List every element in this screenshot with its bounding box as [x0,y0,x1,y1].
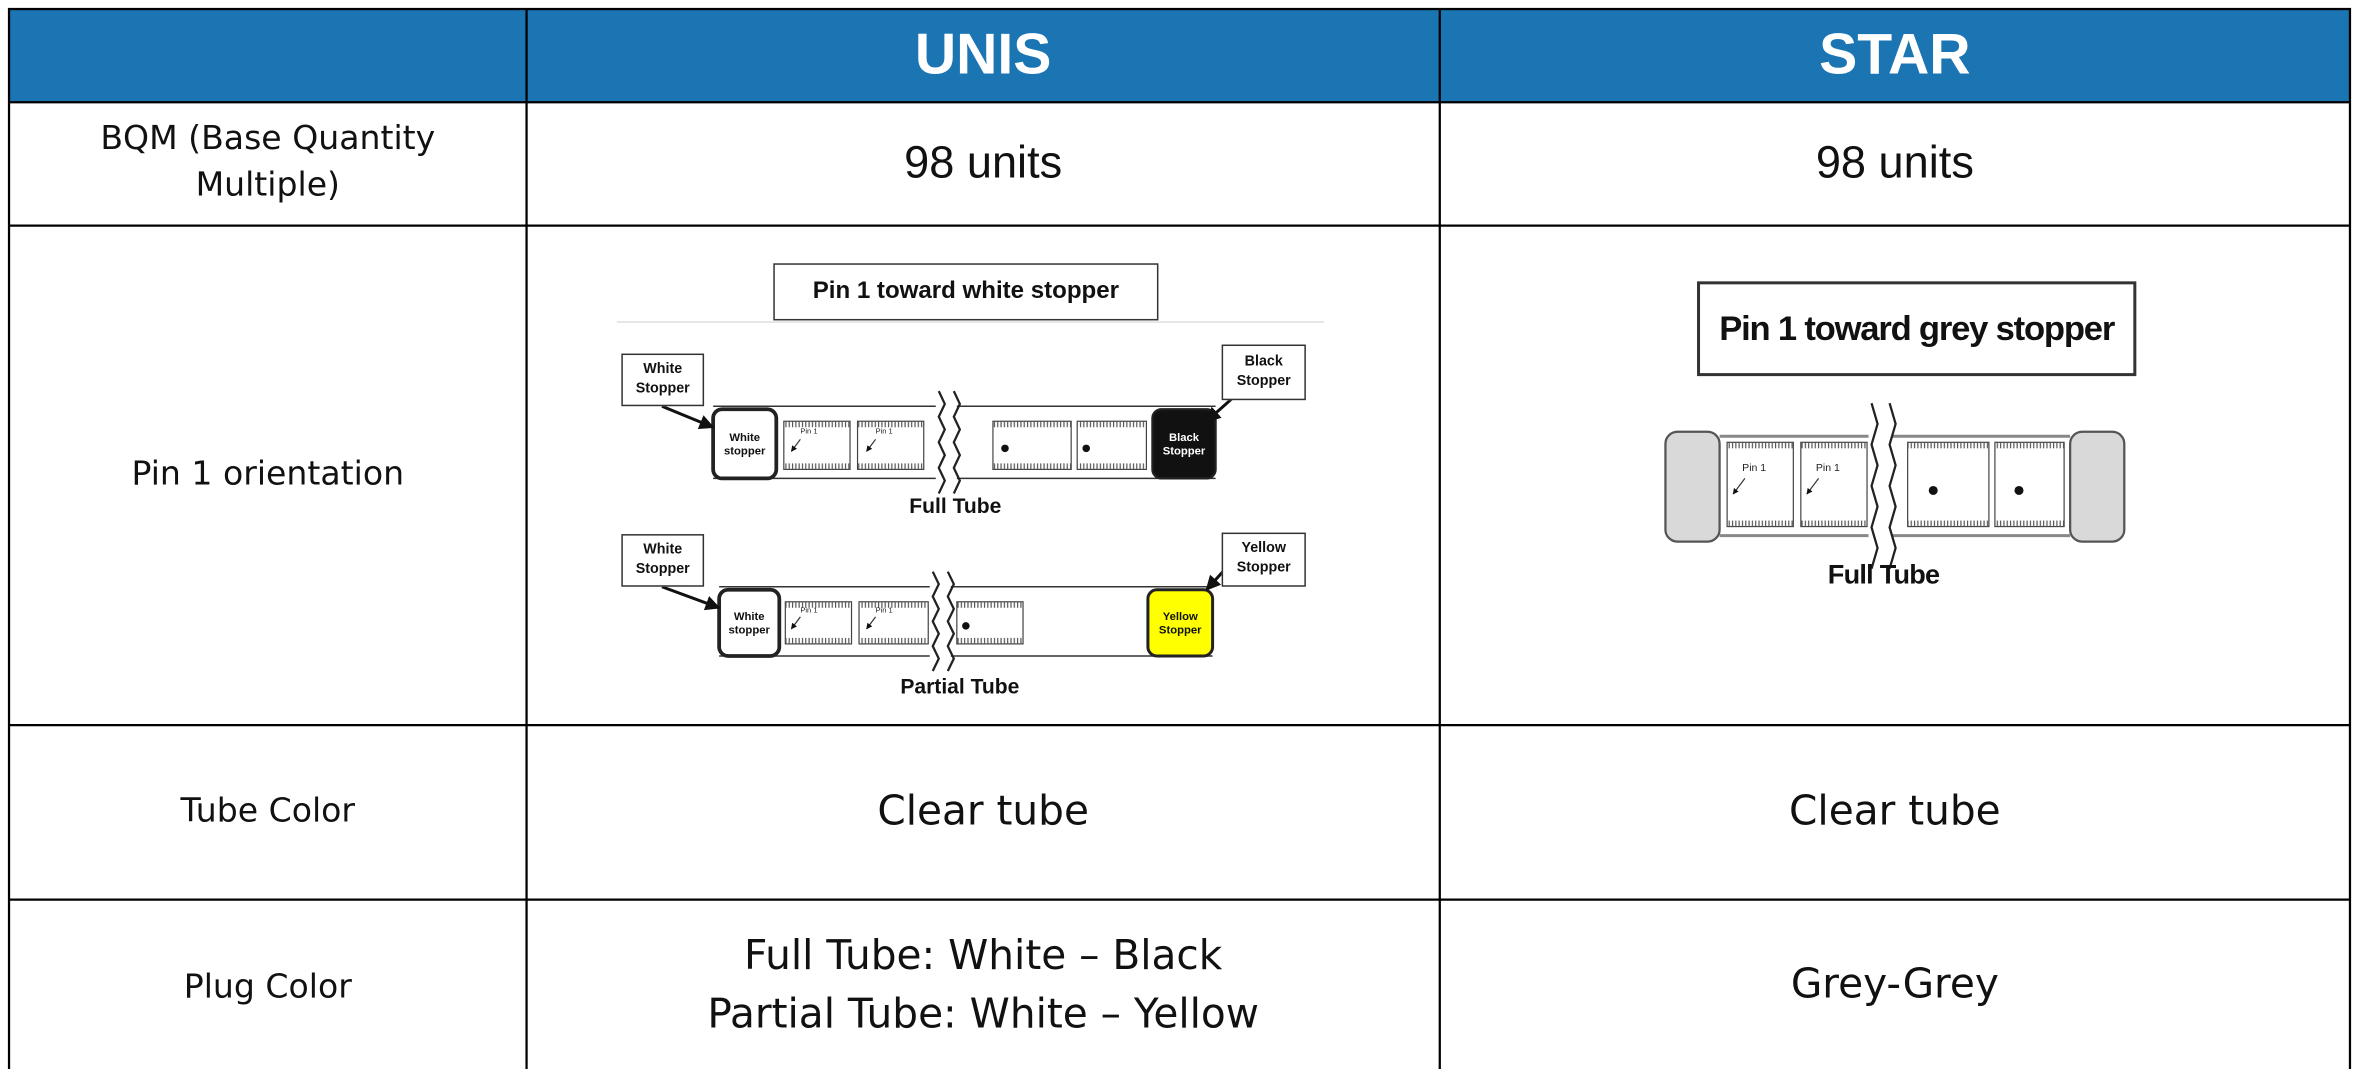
chip-leads [1994,520,2065,527]
chip-leads [956,601,1024,608]
plug-label: White stopper [728,608,770,637]
chip-leads [785,637,852,644]
cell: Full Tube: White – Black Partial Tube: W… [527,900,1440,1069]
chip-leads [857,421,924,428]
tube-break-line [937,390,947,494]
pin-label: Pin 1 [875,427,893,437]
chip-leads [1077,463,1147,470]
chip-leads [1727,520,1794,527]
chip [1994,441,2065,528]
chip-leads [783,463,851,470]
chip [858,601,929,645]
line [1732,478,1746,495]
tube-break-line [946,571,956,672]
column-header: STAR [1819,23,1971,87]
header-bar [9,9,2350,103]
chip-leads [992,421,1072,428]
chip-leads [1800,442,1868,449]
chip [856,420,925,470]
tube-break-line [1888,402,1897,570]
line [866,438,877,452]
chip-leads [859,601,929,608]
plug [1664,430,1721,543]
table-border [7,7,2352,1069]
row-label: Tube Color [180,792,356,830]
tube-break-line [1870,402,1879,570]
chip-leads [992,463,1072,470]
row-label: Pin 1 orientation [131,455,405,493]
cell: Grey-Grey [1790,961,1999,1009]
chip-leads [1077,421,1147,428]
chip-leads [857,463,924,470]
chip-leads [1907,520,1989,527]
cell: 98 units [904,138,1063,189]
line [790,616,801,630]
chip-leads [1994,442,2065,449]
diagram-title: Pin 1 toward white stopper [773,263,1159,321]
grid [7,7,2352,1069]
row-label: Plug Color [183,968,352,1006]
plug [711,407,779,481]
pin-dot [1082,444,1090,453]
chip-leads [1727,442,1794,449]
plug [1146,588,1215,658]
callout: Yellow Stopper [1221,532,1306,587]
caption: Full Tube [1827,558,1940,589]
diagram-title: Pin 1 toward grey stopper [1697,281,2137,377]
line [661,585,721,611]
plug-label: Black Stopper [1162,429,1206,458]
cell: Clear tube [1789,788,2001,836]
pin-label: Pin 1 [1742,463,1767,474]
pin-label: Pin 1 [800,427,818,437]
pin-dot [1928,485,1938,495]
pin-dot [2014,485,2024,495]
chip [1076,420,1148,470]
pin-dot [962,622,970,630]
chip [1726,441,1794,528]
chip-leads [1800,520,1868,527]
line [1806,478,1820,495]
plug [1151,408,1217,480]
tube-break-line [931,571,941,672]
cell: 98 units [1815,138,1974,189]
line [790,438,801,452]
pin-label: Pin 1 [800,606,818,616]
pin-label: Pin 1 [875,606,893,616]
chip-leads [859,637,929,644]
caption: Partial Tube [900,673,1020,699]
pin-dot [1001,444,1009,453]
row-label: BQM (Base Quantity Multiple) [100,120,436,205]
callout: White Stopper [621,353,705,407]
cell-line: Full Tube: White – Black [744,932,1223,980]
chip-leads [783,421,851,428]
pin-label: Pin 1 [1815,463,1840,474]
plug [2069,430,2126,543]
callout: White Stopper [621,534,705,587]
chip [1907,441,1990,528]
line [661,404,715,430]
line [1205,396,1235,423]
chip [1800,441,1868,528]
plug-label: Yellow Stopper [1158,608,1202,637]
line [866,616,877,630]
plug [717,587,782,658]
chip-leads [956,637,1024,644]
cell: Clear tube [877,788,1089,836]
caption: Full Tube [909,493,1002,518]
column-header: UNIS [914,23,1052,87]
tube-break-line [952,390,962,494]
cell-line: Partial Tube: White – Yellow [707,991,1259,1039]
chip-leads [1907,442,1989,449]
plug-label: White stopper [723,429,766,458]
chip-leads [785,601,852,608]
callout: Black Stopper [1221,344,1306,401]
